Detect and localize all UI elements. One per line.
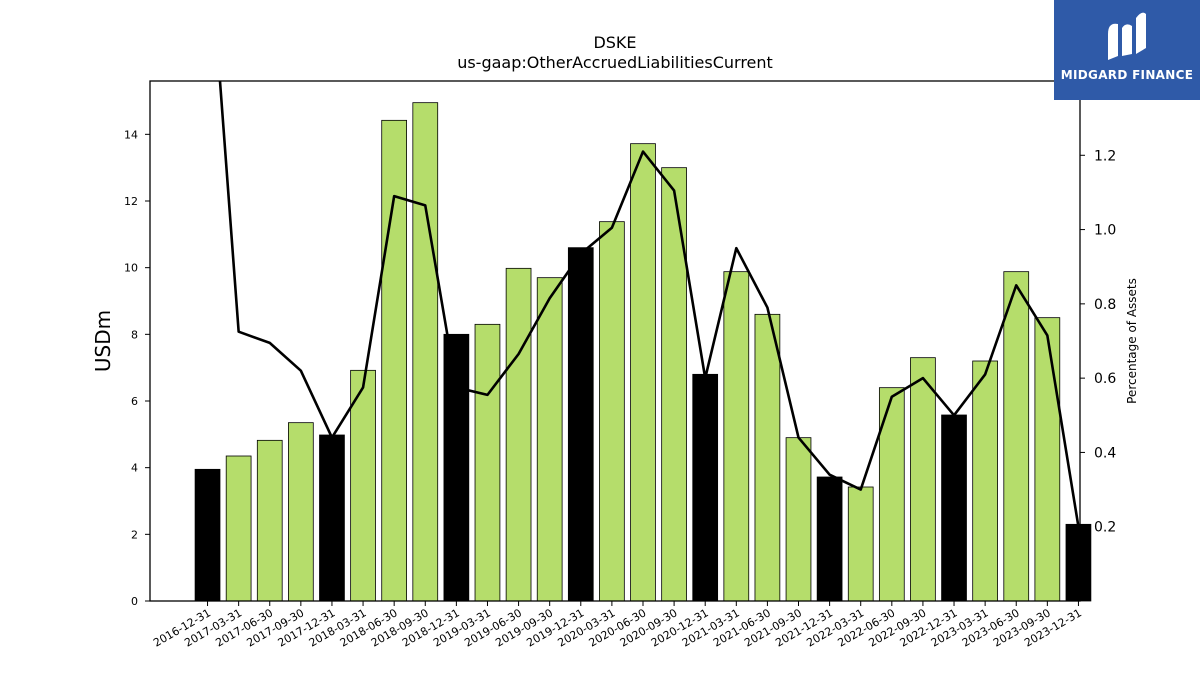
y2-axis-label: Percentage of Assets [1125,278,1139,404]
bar-2020-12-31 [692,373,719,602]
midgard-logo-icon [1108,12,1146,60]
bar-2022-09-30 [910,357,936,602]
chart-title: DSKE [593,33,636,52]
y2-tick-label: 0.4 [1094,445,1116,461]
y2-tick-label: 0.2 [1094,520,1116,536]
y-tick-label: 10 [124,262,138,275]
y2-tick-label: 0.8 [1094,297,1116,313]
bar-2021-03-31 [723,271,750,602]
percentage-line [218,81,1080,527]
bar-2023-03-31 [972,360,998,602]
bar-2021-12-31 [816,476,843,602]
bar-2023-09-30 [1034,317,1061,602]
bar-2017-03-31 [225,455,252,602]
brand-logo: MIDGARD FINANCE [1054,0,1200,100]
bar-2017-06-30 [256,439,283,602]
bar-2023-06-30 [1003,271,1030,602]
bar-2019-06-30 [505,267,532,602]
y2-tick-label: 1.2 [1094,148,1116,164]
bar-2018-03-31 [350,369,376,602]
bars-group [194,102,1092,602]
y-tick-label: 0 [131,595,138,608]
line-group [218,81,1080,527]
bar-2019-09-30 [536,277,563,602]
bar-2016-12-31 [194,468,221,602]
bar-2020-09-30 [661,167,687,602]
bar-2022-12-31 [941,414,967,602]
y2-tick-label: 0.6 [1094,371,1116,387]
y-tick-label: 4 [131,462,138,475]
y2-tick-label: 1.0 [1094,223,1116,239]
bar-2018-06-30 [381,119,408,602]
bar-2021-06-30 [754,313,781,602]
bar-2020-06-30 [630,143,656,602]
bar-2018-09-30 [412,102,439,602]
brand-name: MIDGARD FINANCE [1060,68,1194,82]
y-tick-label: 12 [124,195,138,208]
y-tick-label: 8 [131,328,138,341]
bar-2020-03-31 [599,221,625,602]
chart-subtitle: us-gaap:OtherAccruedLiabilitiesCurrent [457,53,773,72]
y-axis-label: USDm [91,310,115,372]
bar-2021-09-30 [785,437,812,602]
y-tick-label: 6 [131,395,138,408]
bar-2023-12-31 [1065,523,1092,602]
bar-2017-09-30 [288,422,314,602]
bar-2019-12-31 [567,247,594,602]
y-tick-label: 14 [124,128,138,141]
plot-frame [149,80,1081,602]
bar-2017-12-31 [319,434,345,602]
y-tick-label: 2 [131,528,138,541]
bar-2018-12-31 [443,333,470,602]
bar-2019-03-31 [474,323,501,602]
bar-2022-03-31 [847,486,874,602]
